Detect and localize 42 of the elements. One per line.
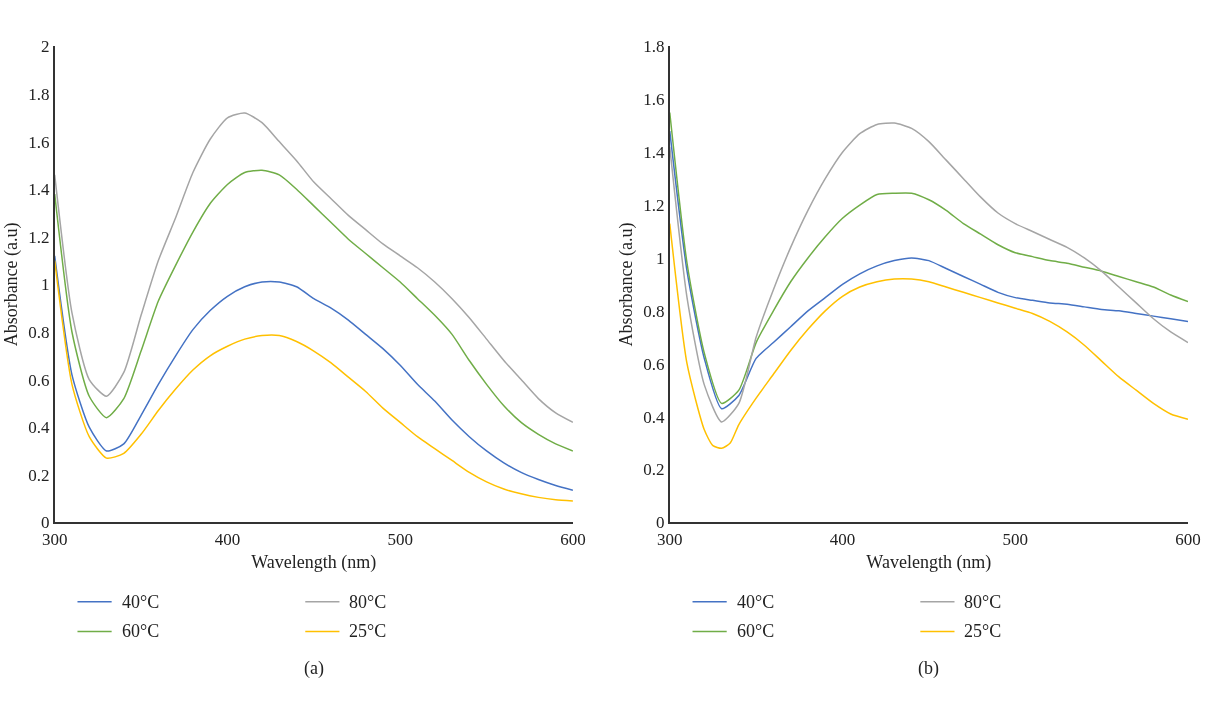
y-tick-label: 0.6 <box>28 370 50 390</box>
y-tick-label: 0.2 <box>28 465 50 485</box>
x-axis-title: Wavelength (nm) <box>866 552 992 574</box>
legend-label: 80°C <box>964 592 1002 612</box>
x-axis-title: Wavelength (nm) <box>251 552 377 574</box>
text: (b) <box>918 658 939 679</box>
y-tick-label: 1.2 <box>28 227 50 247</box>
y-tick-label: 1.2 <box>643 196 665 216</box>
y-tick-label: 1.6 <box>643 90 665 110</box>
y-tick-label: 1.8 <box>28 84 50 104</box>
y-axis-title: Absorbance (a.u) <box>0 222 22 347</box>
y-tick-label: 2 <box>41 37 50 57</box>
x-tick-label: 400 <box>829 529 856 549</box>
legend-label: 40°C <box>737 592 775 612</box>
y-tick-label: 1 <box>656 248 665 268</box>
line-series <box>54 112 573 424</box>
y-tick-label: 0.6 <box>643 354 665 374</box>
legend-label: 60°C <box>737 621 775 641</box>
x-tick-label: 600 <box>1175 529 1201 549</box>
x-tick-label: 500 <box>1002 529 1029 549</box>
text: (a) <box>304 658 324 679</box>
line-series <box>54 169 573 452</box>
y-tick-label: 0.2 <box>643 460 665 480</box>
y-tick-label: 0.4 <box>643 407 666 427</box>
y-tick-label: 0.8 <box>643 301 665 321</box>
legend-label: 25°C <box>349 621 387 641</box>
y-tick-label: 1.8 <box>643 37 665 57</box>
y-tick-label: 0.4 <box>28 418 51 438</box>
y-tick-label: 1.4 <box>28 180 51 200</box>
legend-label: 80°C <box>349 592 387 612</box>
y-axis-title: Absorbance (a.u) <box>616 222 638 347</box>
y-tick-label: 1 <box>41 275 50 295</box>
y-tick-label: 1.4 <box>643 143 666 163</box>
legend-label: 40°C <box>122 592 160 612</box>
line-series <box>669 222 1188 450</box>
x-tick-label: 400 <box>214 529 241 549</box>
y-tick-label: 1.6 <box>28 132 50 152</box>
legend-label: 25°C <box>964 621 1002 641</box>
x-tick-label: 600 <box>560 529 586 549</box>
y-tick-label: 0.8 <box>28 322 50 342</box>
x-tick-label: 500 <box>387 529 413 549</box>
legend-label: 60°C <box>122 621 160 641</box>
